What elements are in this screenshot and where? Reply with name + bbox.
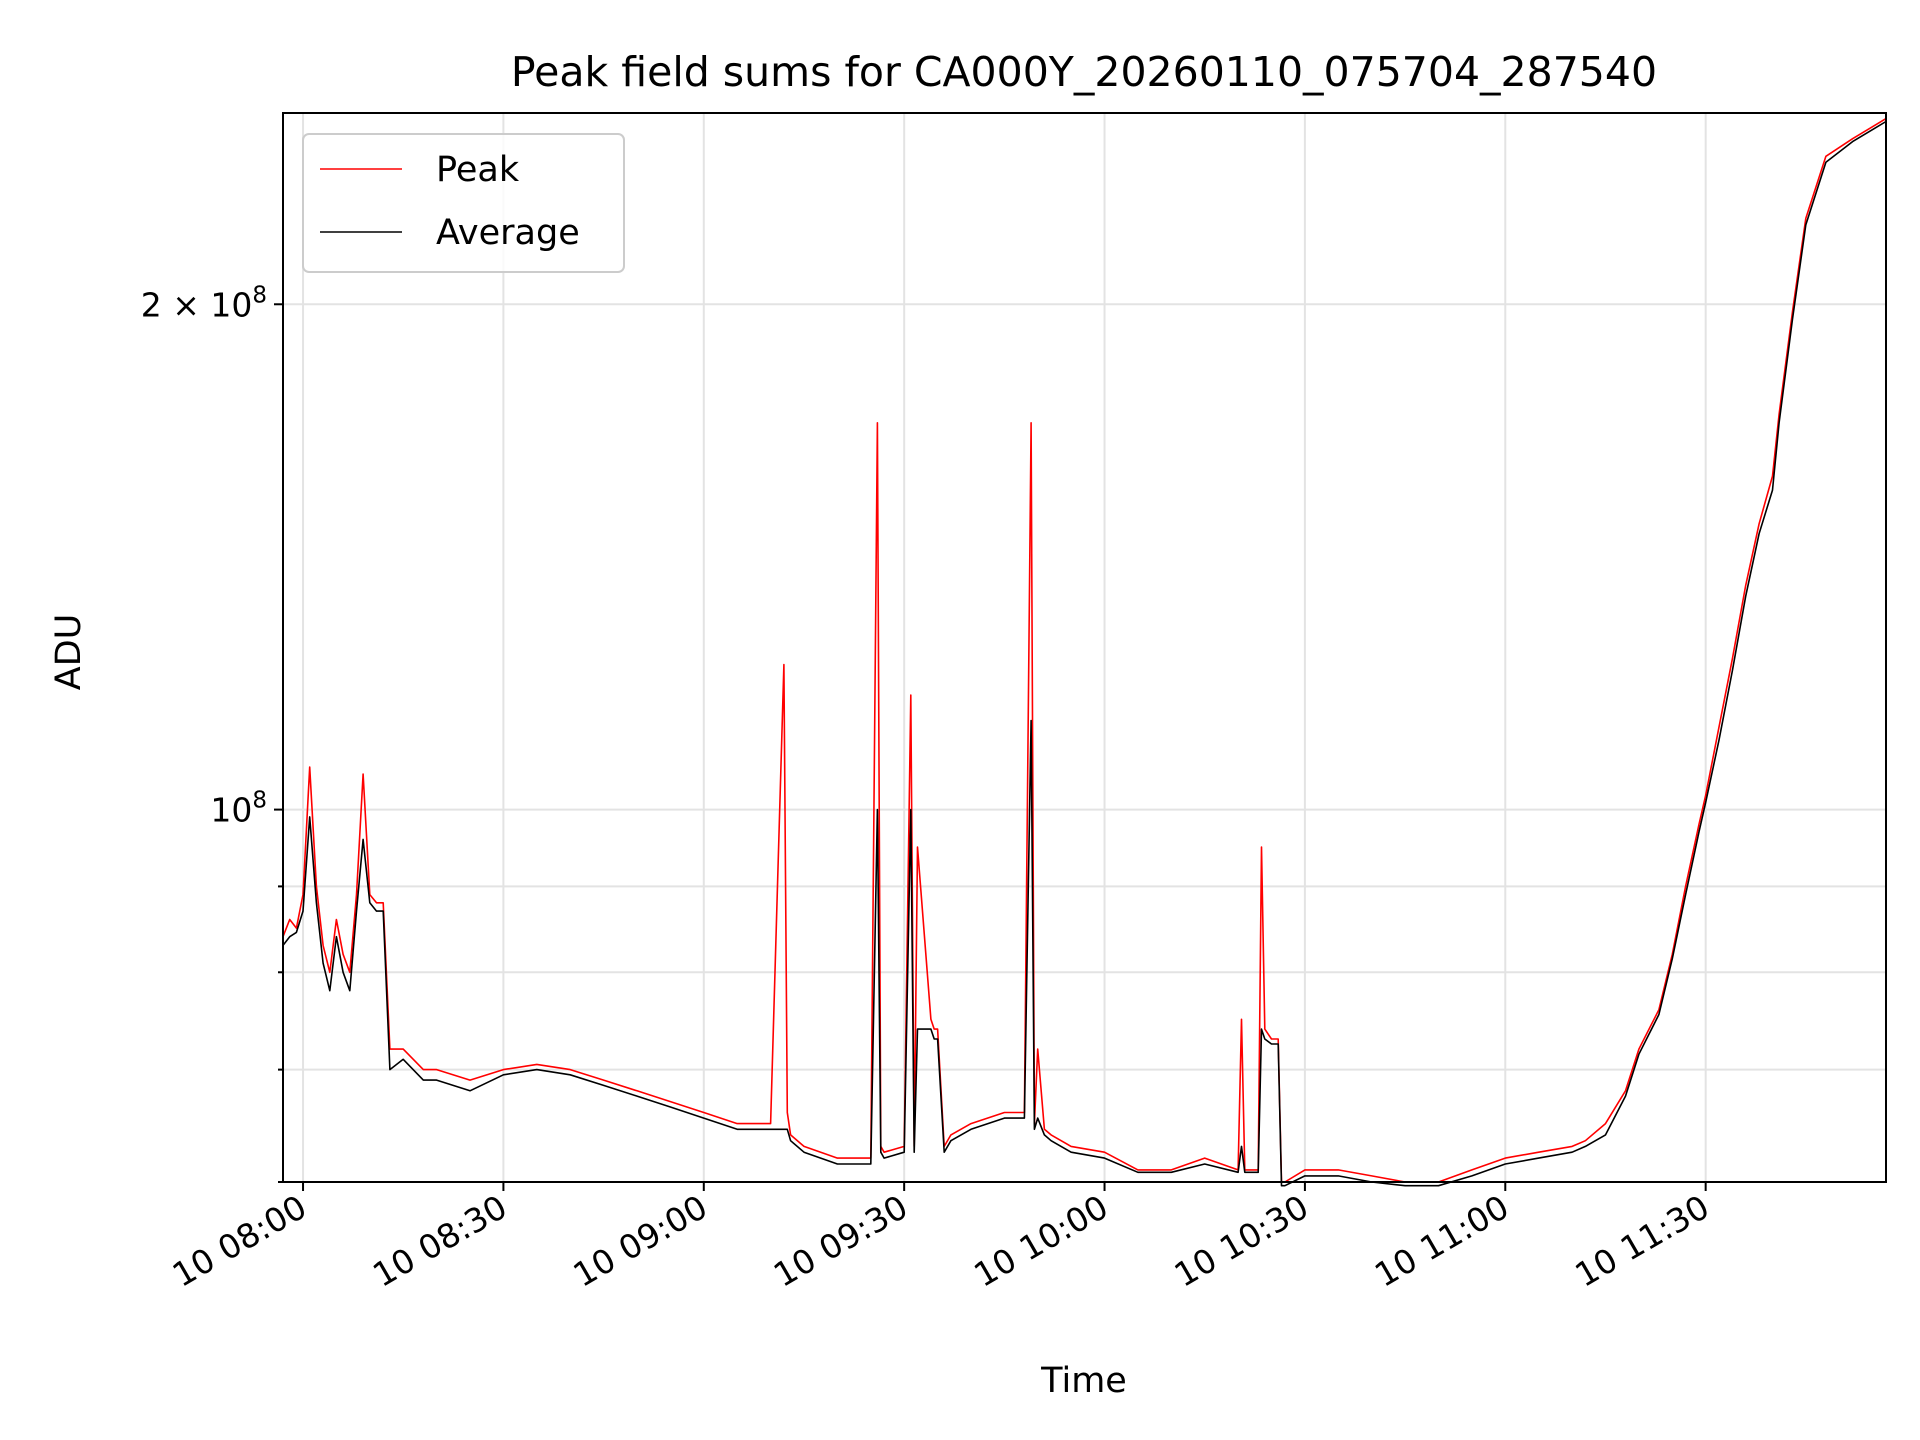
x-tick-label: 10 10:30 [1168,1187,1315,1295]
series-line-average [282,120,1887,1187]
x-tick-label: 10 09:00 [566,1187,713,1295]
x-tick-label: 10 11:00 [1368,1187,1515,1295]
x-tick-labels: 10 08:00 10 08:30 10 09:00 10 09:30 10 10:00… [166,1187,1716,1295]
plot-area-frame [282,112,1887,1183]
x-tick-label: 10 11:30 [1568,1187,1715,1295]
axis-ticks [274,303,1707,1191]
y-tick-labels: 2 × 108 108 [141,282,267,829]
legend-label-peak: Peak [436,150,520,190]
x-tick-label: 10 09:30 [767,1187,914,1295]
x-tick-label: 10 08:00 [166,1187,313,1295]
x-axis-label: Time [1040,1361,1127,1401]
chart-title: Peak field sums for CA000Y_20260110_0757… [511,48,1657,96]
y-tick-label: 2 × 108 [141,282,267,324]
series-line-peak [282,117,1887,1183]
legend-label-average: Average [436,213,580,253]
x-tick-label: 10 08:30 [366,1187,513,1295]
y-axis-label: ADU [49,614,89,691]
series-lines [282,117,1887,1187]
x-tick-label: 10 10:00 [967,1187,1114,1295]
grid-lines [283,113,1886,1183]
legend: Peak Average [302,133,625,273]
y-tick-label: 108 [210,788,267,830]
